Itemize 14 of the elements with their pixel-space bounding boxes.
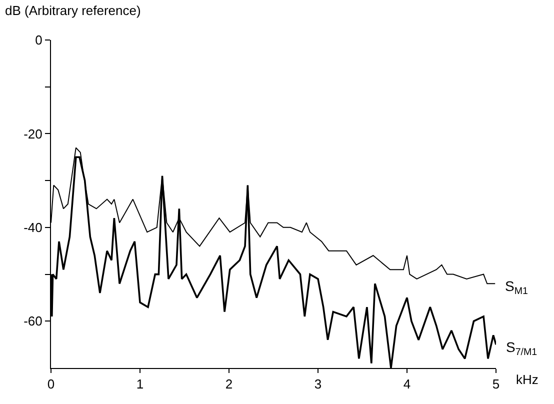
x-tick-label: 3 [314,376,322,392]
y-tick-label: -40 [24,220,42,235]
y-tick-label: -60 [24,314,42,329]
x-tick-label: 5 [492,376,500,392]
x-tick-label: 1 [136,376,144,392]
series-label: S$_{M1}$ [505,278,528,297]
y-tick-label: -20 [24,126,42,142]
x-tick-label: 2 [225,376,233,392]
x-tick-label: 0 [47,376,55,392]
x-tick-label: 4 [403,376,411,392]
y-axis-title: dB (Arbitrary reference) [5,3,141,18]
x-axis-title: kHz [516,372,538,387]
series-label: S$_{7/M1}$ [506,339,538,358]
y-tick-label: 0 [35,32,42,48]
